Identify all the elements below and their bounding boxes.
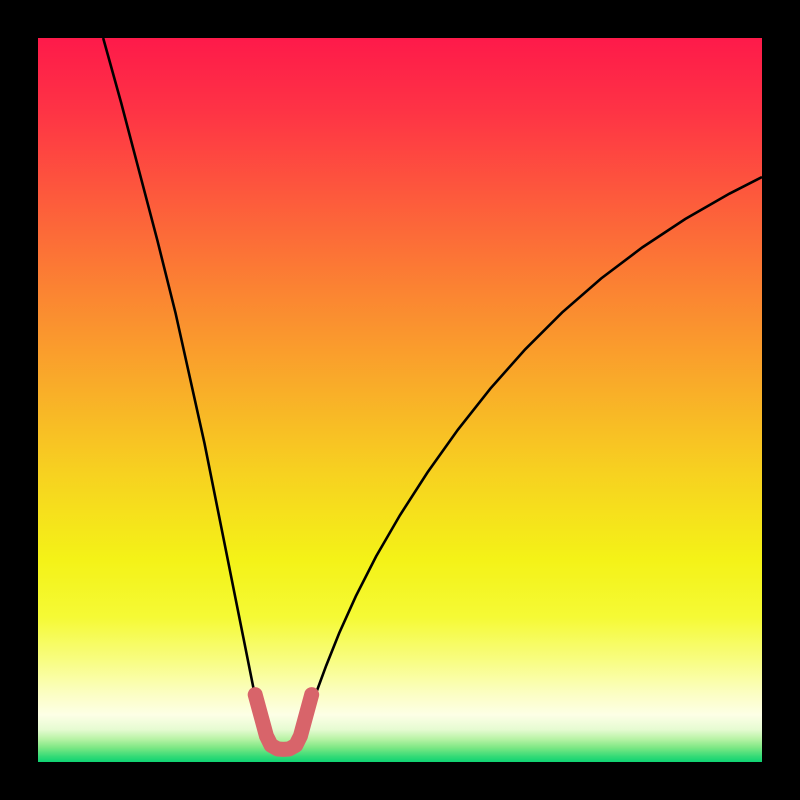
chart-plot-area xyxy=(38,38,762,762)
chart-svg xyxy=(38,38,762,762)
chart-background xyxy=(38,38,762,762)
